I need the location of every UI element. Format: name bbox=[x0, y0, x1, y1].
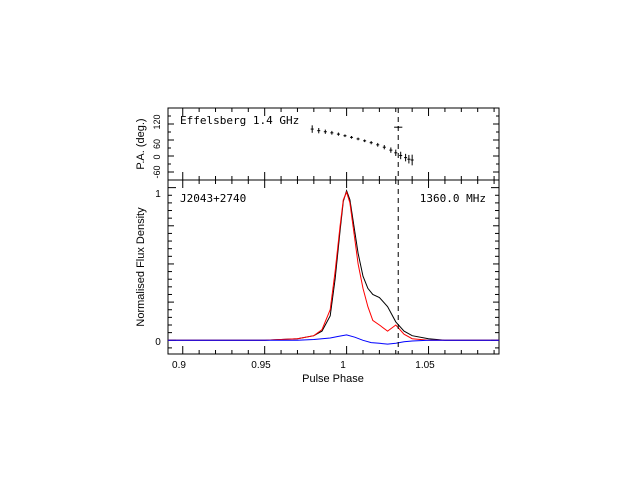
y-tick-label-0: 0 bbox=[155, 337, 161, 348]
flux-density-data bbox=[168, 108, 499, 354]
bottom-panel-ticks bbox=[168, 108, 499, 354]
top-y-tick-label-120: 120 bbox=[152, 114, 162, 129]
x-axis-label: Pulse Phase bbox=[302, 373, 364, 385]
top-panel-ticks bbox=[168, 107, 499, 181]
top-y-tick-label-0: 0 bbox=[152, 154, 162, 159]
x-tick-label-0.9: 0.9 bbox=[172, 360, 186, 371]
position-angle-data bbox=[310, 125, 414, 166]
x-tick-label-1: 1 bbox=[340, 360, 346, 371]
position-angle-panel: Effelsberg 1.4 GHz P.A. (deg.) 120 60 0 … bbox=[135, 107, 500, 181]
x-tick-label-0.95: 0.95 bbox=[251, 360, 271, 371]
profile-line-2 bbox=[168, 334, 499, 345]
frequency-label: 1360.0 MHz bbox=[420, 192, 486, 205]
profile-line-1 bbox=[168, 190, 499, 341]
top-y-tick-label-minus-60: -60 bbox=[152, 165, 162, 178]
top-y-tick-label-60: 60 bbox=[152, 139, 162, 149]
x-tick-label-1.05: 1.05 bbox=[415, 360, 435, 371]
y-tick-label-1: 1 bbox=[155, 189, 161, 200]
bottom-plot-frame bbox=[167, 179, 500, 355]
flux-density-panel: J2043+2740 1360.0 MHz Normalised Flux De… bbox=[135, 108, 500, 385]
bottom-y-axis-label: Normalised Flux Density bbox=[135, 207, 147, 327]
pulsar-name-label: J2043+2740 bbox=[180, 192, 246, 205]
top-y-axis-label: P.A. (deg.) bbox=[135, 118, 147, 169]
profile-line-0 bbox=[168, 189, 499, 341]
top-panel-annotation: Effelsberg 1.4 GHz bbox=[180, 114, 299, 127]
